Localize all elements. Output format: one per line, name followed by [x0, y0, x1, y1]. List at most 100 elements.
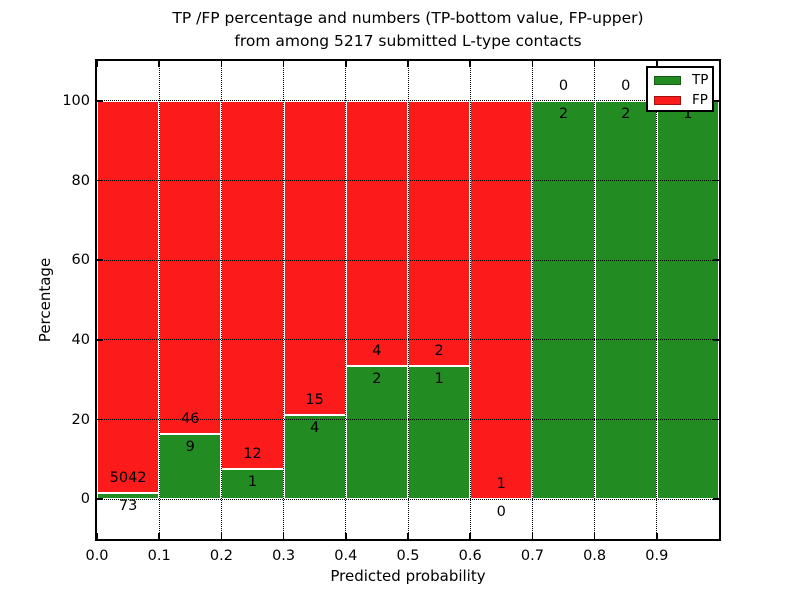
v-gridline	[158, 61, 160, 539]
axis-tick	[593, 533, 596, 539]
tp-count-label: 2	[372, 371, 382, 388]
axis-tick	[282, 533, 285, 539]
axis-tick	[158, 533, 160, 539]
y-tick-label: 60	[71, 252, 90, 269]
axis-tick	[282, 61, 285, 67]
legend-label-tp: TP	[692, 72, 709, 88]
fp-count-label: 15	[305, 392, 324, 409]
v-gridline	[407, 61, 409, 539]
v-gridline	[283, 61, 285, 539]
tp-bar-segment	[656, 100, 719, 500]
axis-tick	[220, 533, 223, 539]
fp-bar-segment	[283, 100, 346, 416]
y-tick-label: 0	[80, 491, 90, 508]
legend: TP FP	[646, 66, 714, 112]
v-gridline	[220, 61, 222, 539]
axis-tick	[345, 61, 347, 67]
chart-title-line1: TP /FP percentage and numbers (TP-bottom…	[172, 9, 644, 27]
axis-tick	[713, 179, 719, 182]
tp-count-label: 9	[185, 438, 195, 455]
x-axis-label: Predicted probability	[330, 567, 486, 585]
axis-tick	[713, 100, 719, 102]
y-tick-label: 40	[71, 331, 90, 348]
axis-tick	[97, 259, 103, 261]
y-tick-label: 80	[71, 172, 90, 189]
axis-tick	[96, 61, 98, 67]
x-tick-label: 0.0	[85, 548, 109, 564]
axis-tick	[97, 179, 103, 182]
axis-tick	[469, 61, 471, 67]
fp-count-label: 12	[243, 445, 262, 462]
axis-tick	[220, 61, 223, 67]
legend-entry-fp: FP	[654, 92, 712, 108]
v-gridline	[345, 61, 347, 539]
tp-bar-segment	[408, 366, 471, 500]
axis-tick	[407, 61, 409, 67]
tp-count-label: 4	[310, 420, 320, 437]
tp-count-label: 1	[247, 473, 258, 490]
x-tick-label: 0.5	[396, 548, 420, 564]
axis-tick	[96, 533, 98, 539]
fp-bar-segment	[221, 100, 284, 469]
legend-entry-tp: TP	[654, 72, 712, 88]
x-tick-label: 0.9	[645, 548, 669, 564]
y-tick-label: 100	[62, 92, 90, 109]
axis-tick	[97, 339, 103, 341]
fp-count-label: 46	[181, 410, 200, 427]
axis-tick	[97, 498, 103, 500]
axis-tick	[407, 533, 409, 539]
v-gridline	[531, 61, 533, 539]
tp-bar-segment	[594, 100, 657, 500]
legend-swatch-tp-icon	[654, 76, 681, 85]
tp-count-label: 0	[496, 504, 506, 521]
x-tick-label: 0.1	[147, 548, 171, 564]
axis-tick	[97, 100, 103, 102]
axis-tick	[656, 61, 658, 67]
fp-bar-segment	[470, 100, 533, 500]
tp-bar-segment	[345, 366, 408, 500]
tp-count-label: 1	[434, 371, 444, 388]
x-tick-label: 0.6	[458, 548, 482, 564]
axis-tick	[656, 533, 658, 539]
fp-count-label: 4	[372, 343, 382, 360]
axis-tick	[531, 61, 534, 67]
axis-tick	[713, 498, 719, 500]
tp-count-label: 1	[683, 105, 693, 122]
fp-bar-segment	[408, 100, 471, 367]
axis-tick	[158, 61, 160, 67]
axis-tick	[713, 259, 719, 261]
fp-count-label: 2	[434, 343, 444, 360]
fp-count-label: 1	[496, 476, 506, 493]
fp-count-label: 5042	[109, 470, 147, 487]
x-tick-label: 0.4	[334, 548, 358, 564]
x-tick-label: 0.2	[209, 548, 233, 564]
v-gridline	[594, 61, 596, 539]
tp-bar-segment	[532, 100, 595, 500]
x-tick-label: 0.7	[520, 548, 544, 564]
x-tick-label: 0.3	[272, 548, 296, 564]
tp-count-label: 2	[558, 105, 569, 122]
legend-label-fp: FP	[692, 92, 708, 108]
y-tick-label: 20	[71, 411, 90, 428]
legend-swatch-fp-icon	[654, 96, 681, 105]
fp-bar-segment	[159, 100, 222, 434]
axis-tick	[531, 533, 534, 539]
fp-bar-segment	[97, 100, 160, 494]
tp-bar-segment	[159, 433, 222, 500]
y-axis-label: Percentage	[36, 257, 54, 343]
fp-bar-segment	[345, 100, 408, 367]
axis-tick	[713, 339, 719, 341]
x-tick-label: 0.8	[583, 548, 607, 564]
axis-tick	[713, 418, 719, 421]
tp-count-label: 73	[118, 498, 138, 515]
fp-count-label: 0	[621, 77, 631, 94]
chart-title-line2: from among 5217 submitted L-type contact…	[234, 32, 582, 50]
tp-count-label: 2	[621, 105, 631, 122]
axis-tick	[593, 61, 596, 67]
axis-tick	[97, 418, 103, 421]
v-gridline	[469, 61, 471, 539]
axis-tick	[345, 533, 347, 539]
tp-bar-segment	[283, 415, 346, 500]
